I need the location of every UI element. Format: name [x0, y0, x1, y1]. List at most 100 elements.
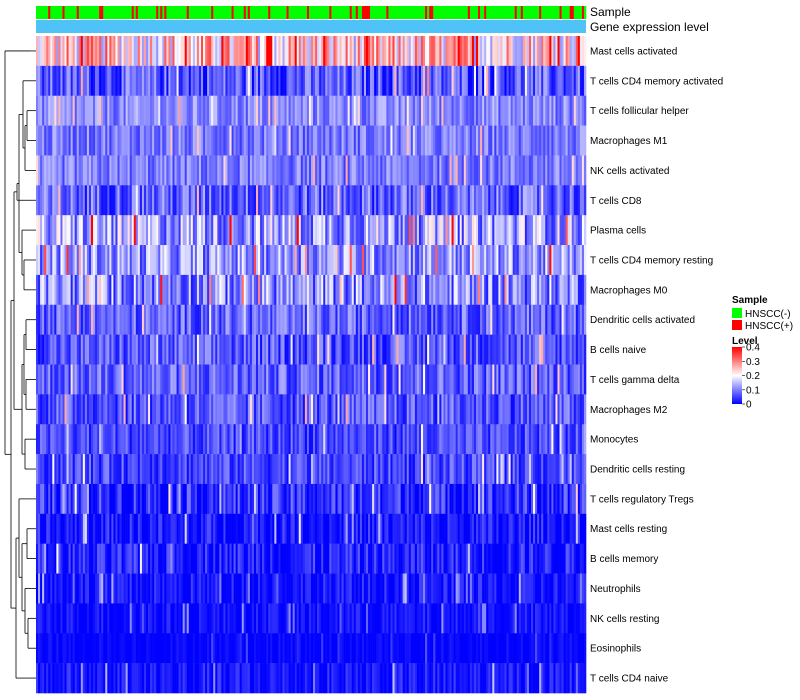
heatmap-cell: [370, 95, 373, 126]
heatmap-cell: [449, 274, 452, 306]
heatmap-cell: [137, 334, 141, 365]
heatmap-cell: [186, 245, 190, 276]
heatmap-cell: [398, 155, 401, 186]
heatmap-cell: [268, 513, 271, 544]
heatmap-cell: [315, 125, 318, 156]
heatmap-cell: [323, 513, 326, 544]
heatmap-cell: [209, 454, 212, 485]
heatmap-cell: [125, 364, 128, 395]
heatmap-cell: [137, 65, 141, 97]
heatmap-cell: [526, 334, 530, 365]
heatmap-cell: [99, 513, 102, 544]
heatmap-cell: [351, 95, 355, 126]
heatmap-cell: [541, 334, 544, 365]
heatmap-cell: [539, 36, 542, 67]
heatmap-cell: [404, 304, 408, 335]
heatmap-cell: [537, 95, 540, 126]
heatmap-cell: [443, 394, 446, 425]
heatmap-cell: [500, 215, 503, 246]
heatmap-cell: [581, 125, 585, 156]
heatmap-cell: [93, 36, 96, 67]
heatmap-cell: [129, 185, 133, 216]
heatmap-cell: [84, 95, 88, 126]
heatmap-cell: [245, 483, 249, 515]
heatmap-cell: [105, 513, 108, 544]
heatmap-cell: [52, 454, 55, 485]
sample-annotation-cell: [166, 6, 169, 19]
heatmap-cell: [143, 424, 147, 455]
heatmap-cell: [512, 155, 516, 186]
heatmap-cell: [366, 125, 369, 156]
heatmap-cell: [349, 95, 353, 126]
heatmap-cell: [127, 364, 131, 395]
heatmap-cell: [390, 155, 393, 186]
heatmap-cell: [117, 125, 120, 156]
heatmap-cell: [453, 185, 456, 216]
heatmap-cell: [64, 334, 67, 365]
heatmap-cell: [235, 125, 238, 156]
heatmap-cell: [577, 215, 581, 246]
heatmap-cell: [131, 95, 135, 126]
heatmap-cell: [166, 364, 169, 395]
heatmap-cell: [355, 215, 359, 246]
heatmap-cell: [168, 185, 171, 216]
heatmap-cell: [563, 304, 566, 335]
heatmap-cell: [439, 95, 442, 126]
heatmap-cell: [398, 483, 401, 515]
heatmap-cell: [292, 424, 296, 455]
heatmap-cell: [402, 65, 406, 97]
heatmap-cell: [313, 125, 316, 156]
heatmap-cell: [323, 334, 326, 365]
heatmap-cell: [225, 394, 228, 425]
heatmap-cell: [294, 424, 298, 455]
heatmap-cell: [231, 364, 234, 395]
heatmap-cell: [121, 334, 124, 365]
heatmap-cell: [50, 125, 53, 156]
heatmap-cell: [141, 36, 145, 67]
heatmap-cell: [449, 185, 452, 216]
heatmap-cell: [58, 125, 61, 156]
heatmap-cell: [392, 424, 395, 455]
heatmap-cell: [86, 215, 90, 246]
heatmap-cell: [38, 424, 41, 455]
heatmap-cell: [268, 304, 271, 335]
heatmap-cell: [72, 185, 76, 216]
heatmap-cell: [400, 65, 403, 97]
heatmap-cell: [317, 125, 320, 156]
heatmap-cell: [547, 394, 550, 425]
heatmap-cell: [335, 155, 338, 186]
heatmap-cell: [496, 513, 499, 544]
sample-annotation-cell: [353, 6, 357, 19]
heatmap-cell: [353, 454, 357, 485]
heatmap-cell: [386, 513, 389, 544]
heatmap-cell: [209, 125, 212, 156]
heatmap-cell: [192, 454, 196, 485]
heatmap-cell: [152, 304, 155, 335]
heatmap-cell: [453, 304, 456, 335]
heatmap-cell: [290, 364, 293, 395]
heatmap-cell: [284, 65, 287, 97]
heatmap-cell: [158, 185, 161, 216]
heatmap-cell: [551, 155, 554, 186]
heatmap-cell: [459, 454, 463, 485]
heatmap-cell: [347, 334, 351, 365]
heatmap-cell: [579, 454, 583, 485]
heatmap-cell: [551, 304, 554, 335]
heatmap-cell: [176, 304, 179, 335]
heatmap-cell: [174, 36, 177, 67]
heatmap-cell: [484, 454, 487, 485]
heatmap-cell: [498, 36, 501, 67]
heatmap-cell: [66, 394, 69, 425]
heatmap-cell: [482, 513, 485, 544]
heatmap-cell: [221, 155, 224, 186]
heatmap-cell: [502, 36, 505, 67]
heatmap-cell: [139, 394, 143, 425]
sample-annotation-cell: [156, 6, 159, 19]
heatmap-cell: [443, 483, 446, 515]
heatmap-cell: [38, 364, 41, 395]
row-dendrogram: [4, 50, 36, 679]
heatmap-cell: [368, 65, 371, 97]
heatmap-cell: [172, 95, 175, 126]
heatmap-cell: [563, 513, 566, 544]
heatmap-cell: [549, 155, 552, 186]
